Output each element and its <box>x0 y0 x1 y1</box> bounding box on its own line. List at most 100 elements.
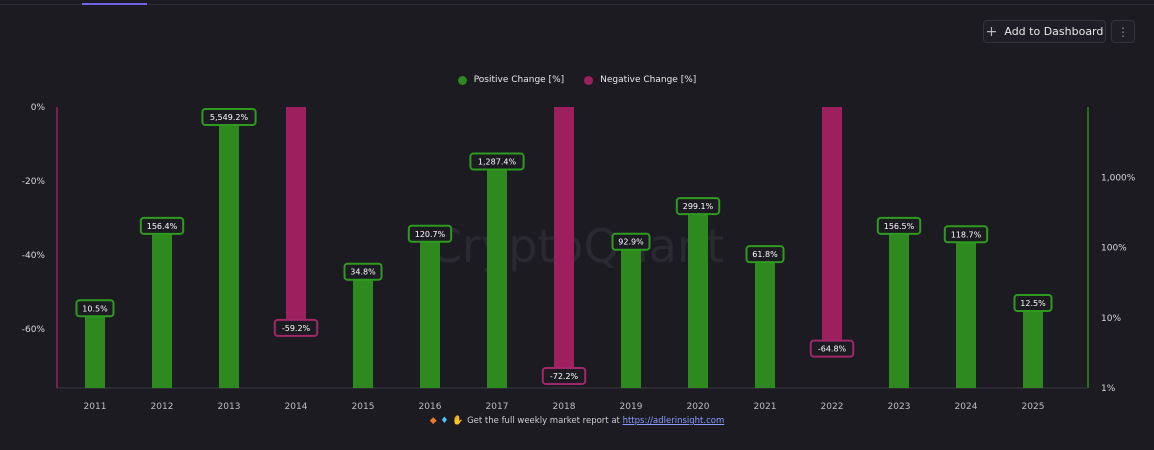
legend-item-negative[interactable]: Negative Change [%] <box>584 75 696 85</box>
plus-icon: + <box>985 23 998 40</box>
x-tick-label: 2013 <box>218 402 241 412</box>
positive-data-label: 12.5% <box>1013 293 1053 312</box>
gem-icon: ♦ <box>440 416 449 426</box>
left-tick-label: -40% <box>22 251 46 261</box>
right-tick-label: 10% <box>1101 314 1121 324</box>
positive-bar <box>889 233 909 388</box>
x-tick-label: 2023 <box>888 402 911 412</box>
positive-bar <box>487 169 507 388</box>
positive-bar <box>621 249 641 388</box>
x-tick-label: 2019 <box>620 402 643 412</box>
positive-bar <box>1023 310 1043 388</box>
top-rule <box>0 4 1154 5</box>
positive-bar <box>420 241 440 388</box>
data-label-text: 61.8% <box>752 250 778 259</box>
data-label-box <box>943 225 989 244</box>
data-label-text: 5,549.2% <box>210 113 249 122</box>
data-label-box <box>75 299 115 318</box>
data-label-text: 34.8% <box>350 268 376 277</box>
positive-data-label: 156.5% <box>876 216 922 235</box>
x-tick-label: 2018 <box>553 402 576 412</box>
active-tab-indicator <box>82 3 147 5</box>
data-label-box <box>343 262 383 281</box>
legend-label-negative: Negative Change [%] <box>600 75 697 85</box>
data-label-text: -59.2% <box>282 324 311 333</box>
left-tick-label: -20% <box>22 177 46 187</box>
right-tick-label: 1% <box>1101 384 1116 394</box>
data-label-box <box>876 216 922 235</box>
data-label-text: -72.2% <box>550 372 579 381</box>
positive-bar <box>956 242 976 388</box>
x-tick-label: 2025 <box>1022 402 1045 412</box>
positive-bar <box>688 214 708 388</box>
data-label-box <box>809 339 855 358</box>
x-tick-label: 2014 <box>285 402 308 412</box>
x-tick-label: 2017 <box>486 402 509 412</box>
x-tick-label: 2024 <box>955 402 978 412</box>
data-label-box <box>611 232 651 251</box>
add-to-dashboard-button[interactable]: + Add to Dashboard <box>983 20 1106 43</box>
data-label-text: 156.5% <box>884 222 915 231</box>
x-tick-label: 2012 <box>151 402 174 412</box>
data-label-box <box>201 107 257 126</box>
add-to-dashboard-label: Add to Dashboard <box>1004 25 1104 38</box>
data-label-box <box>541 366 587 385</box>
x-tick-label: 2015 <box>352 402 375 412</box>
footer-text: Get the full weekly market report at <box>467 416 620 426</box>
right-tick-label: 100% <box>1101 244 1127 254</box>
positive-data-label: 5,549.2% <box>201 107 257 126</box>
left-tick-label: -60% <box>22 325 46 335</box>
positive-data-label: 156.4% <box>139 216 185 235</box>
negative-bar <box>286 107 306 326</box>
positive-data-label: 120.7% <box>407 224 453 243</box>
positive-data-label: 61.8% <box>745 245 785 264</box>
x-tick-label: 2022 <box>821 402 844 412</box>
positive-data-label: 118.7% <box>943 225 989 244</box>
data-label-text: 1,287.4% <box>478 158 517 167</box>
data-label-box <box>407 224 453 243</box>
positive-data-label: 299.1% <box>675 197 721 216</box>
data-label-text: 10.5% <box>82 304 108 313</box>
negative-bar <box>554 107 574 374</box>
data-label-text: 120.7% <box>415 230 446 239</box>
positive-data-label: 92.9% <box>611 232 651 251</box>
negative-data-label: -64.8% <box>809 339 855 358</box>
legend-label-positive: Positive Change [%] <box>473 75 565 85</box>
footer-note: ◆ ♦ ✋ Get the full weekly market report … <box>0 416 1154 426</box>
positive-bar <box>152 233 172 388</box>
data-label-box <box>139 216 185 235</box>
data-label-text: 299.1% <box>683 202 714 211</box>
data-label-box <box>745 245 785 264</box>
raised-hands-icon: ✋ <box>452 416 464 426</box>
x-tick-label: 2016 <box>419 402 442 412</box>
negative-data-label: -72.2% <box>541 366 587 385</box>
data-label-box <box>273 318 319 337</box>
footer-link[interactable]: https://adlerinsight.com <box>622 416 725 426</box>
chart-legend: Positive Change [%] Negative Change [%] <box>0 75 1154 85</box>
data-label-box <box>469 152 525 171</box>
data-label-text: 12.5% <box>1020 299 1046 308</box>
data-label-text: 156.4% <box>147 222 178 231</box>
more-options-button[interactable]: ⋮ <box>1111 20 1135 43</box>
negative-data-label: -59.2% <box>273 318 319 337</box>
data-label-box <box>675 197 721 216</box>
data-label-text: 92.9% <box>618 238 644 247</box>
positive-bar <box>755 262 775 388</box>
data-label-text: 118.7% <box>951 230 982 239</box>
positive-bar <box>353 279 373 388</box>
data-label-text: -64.8% <box>818 345 847 354</box>
positive-bar <box>219 124 239 388</box>
legend-dot-positive <box>457 75 467 85</box>
legend-item-positive[interactable]: Positive Change [%] <box>457 75 565 85</box>
x-tick-label: 2020 <box>687 402 710 412</box>
negative-bar <box>822 107 842 347</box>
data-label-box <box>1013 293 1053 312</box>
x-tick-label: 2021 <box>754 402 777 412</box>
legend-dot-negative <box>584 75 594 85</box>
positive-data-label: 1,287.4% <box>469 152 525 171</box>
diamond-icon: ◆ <box>429 416 437 426</box>
x-tick-label: 2011 <box>84 402 107 412</box>
left-tick-label: 0% <box>31 103 46 113</box>
right-tick-label: 1,000% <box>1101 173 1136 183</box>
